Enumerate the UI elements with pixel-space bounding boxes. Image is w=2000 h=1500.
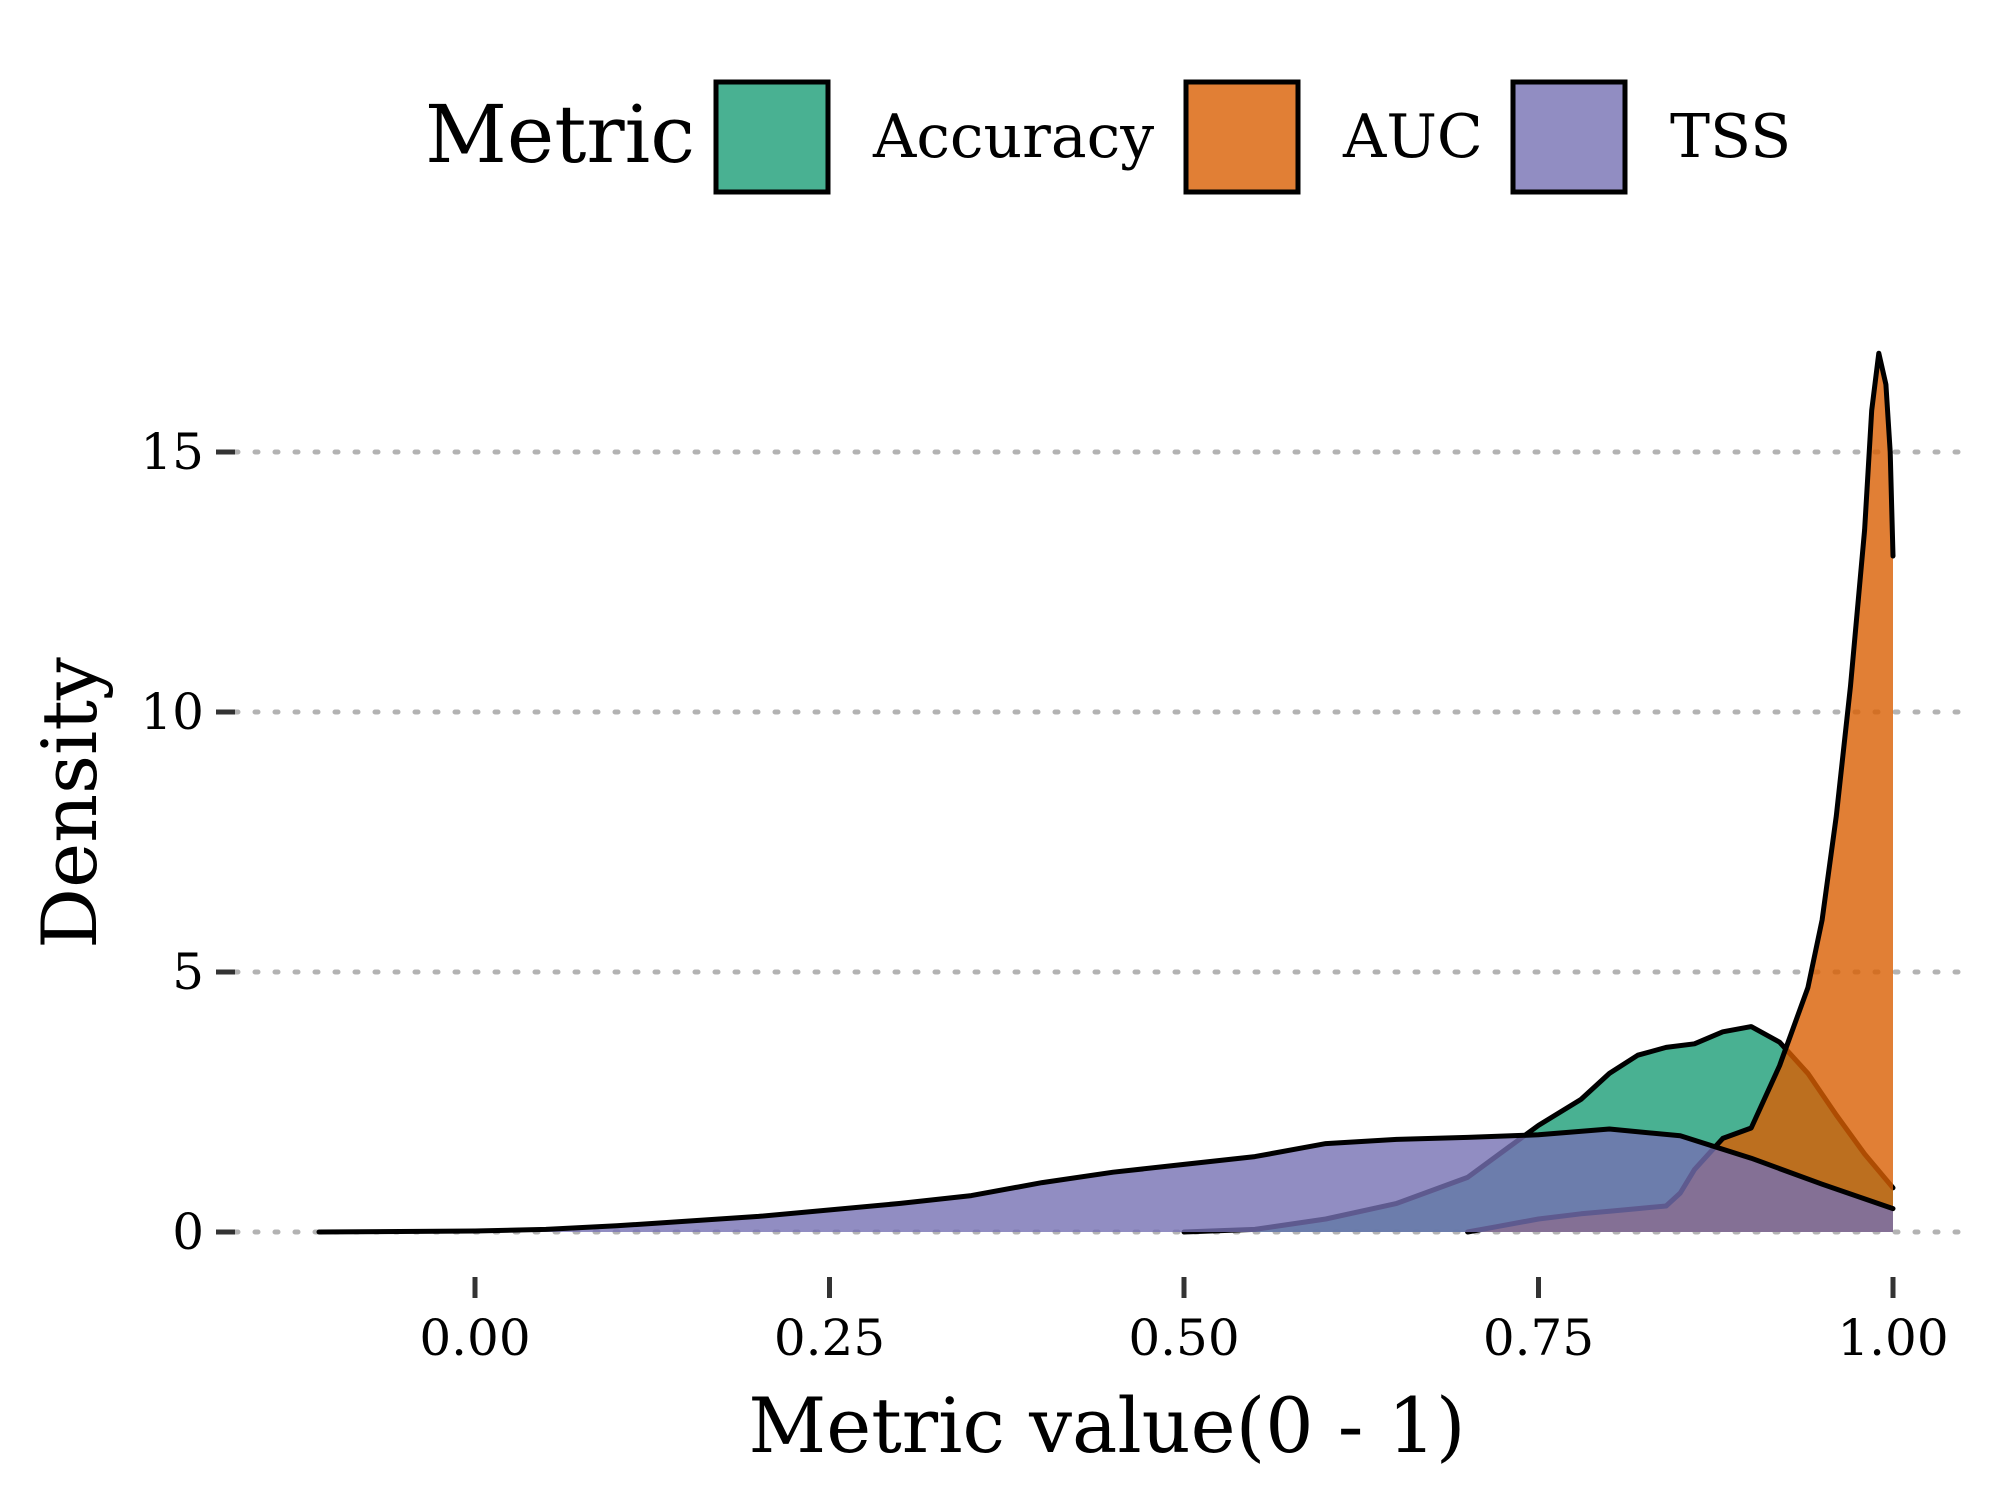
density-area-tss: [319, 1129, 1893, 1232]
x-tick-label: 1.00: [1837, 1309, 1948, 1367]
density-line-tss: [316, 1126, 1896, 1235]
x-tick-label: 0.00: [419, 1309, 530, 1367]
y-axis-title: Density: [25, 657, 114, 949]
legend-label-accuracy: Accuracy: [872, 102, 1154, 172]
axes: 0 5 10 15 0.00 0.25 0.50 0.75 1.00: [140, 423, 1948, 1367]
legend-title: Metric: [425, 88, 695, 181]
x-tick-label: 0.50: [1128, 1309, 1239, 1367]
legend-label-auc: AUC: [1342, 102, 1483, 172]
y-tick-label: 10: [140, 683, 204, 741]
legend-label-tss: TSS: [1670, 102, 1791, 172]
x-axis-title: Metric value(0 - 1): [748, 1381, 1465, 1470]
x-tick-label: 0.75: [1483, 1309, 1594, 1367]
legend: Metric Accuracy AUC TSS: [425, 79, 1791, 195]
y-tick-label: 0: [172, 1203, 204, 1261]
density-area-auc: [1467, 353, 1893, 1232]
density-areas: [316, 350, 1896, 1235]
y-tick-label: 15: [140, 423, 204, 481]
legend-key-tss: [1510, 79, 1628, 195]
y-tick-label: 5: [172, 943, 204, 1001]
x-tick-label: 0.25: [774, 1309, 885, 1367]
legend-key-accuracy: [713, 79, 831, 195]
legend-key-auc: [1183, 79, 1301, 195]
